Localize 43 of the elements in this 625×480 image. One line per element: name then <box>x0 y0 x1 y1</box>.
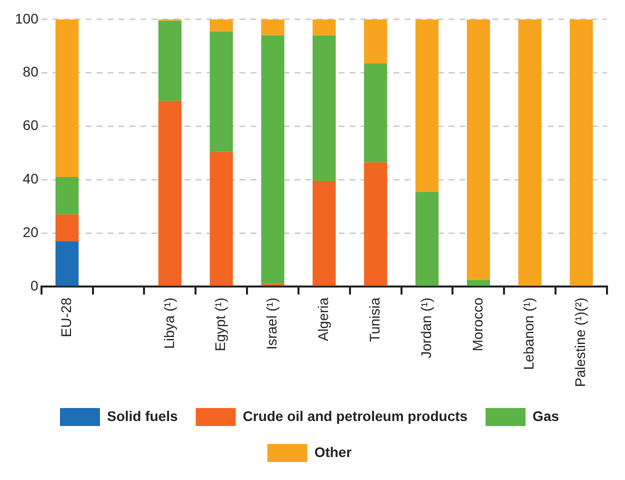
bar <box>56 19 79 178</box>
bar <box>210 31 233 152</box>
bar <box>570 19 593 286</box>
x-tick-label: Tunisia <box>366 297 382 342</box>
x-tick-label: Israel (¹) <box>264 298 280 350</box>
y-tick-label: 40 <box>22 170 39 187</box>
bar <box>312 181 336 286</box>
x-tick-label: EU-28 <box>58 297 74 338</box>
bar <box>158 20 182 101</box>
y-tick-label: 20 <box>22 224 39 240</box>
bar <box>210 152 233 286</box>
y-tick-label: 0 <box>30 277 39 294</box>
y-tick-label: 80 <box>22 64 39 80</box>
bar <box>158 100 182 286</box>
bar <box>56 214 79 242</box>
bar <box>56 241 79 286</box>
bar <box>312 35 336 182</box>
x-tick-label: Libya (¹) <box>160 298 177 349</box>
bar <box>518 19 542 286</box>
x-tick-label: Lebanon (¹) <box>520 298 537 370</box>
legend-label: Solid fuels <box>106 408 178 424</box>
bar <box>261 19 284 36</box>
bar <box>415 192 439 286</box>
y-tick-label: 100 <box>15 10 39 26</box>
bar <box>364 19 388 64</box>
legend-label: Crude oil and petroleum products <box>242 408 468 424</box>
bar <box>210 19 233 32</box>
bar <box>364 63 388 162</box>
bar <box>261 35 284 284</box>
bar <box>56 177 79 214</box>
legend-label: Other <box>314 444 352 460</box>
bar <box>364 162 388 286</box>
y-tick-label: 60 <box>22 117 39 134</box>
bar <box>466 280 490 286</box>
bar <box>312 19 336 36</box>
x-tick-label: Morocco <box>469 297 486 352</box>
x-tick-label: Algeria <box>315 297 332 342</box>
legend-label: Gas <box>532 408 560 424</box>
x-tick-label: Jordan (¹) <box>418 298 434 358</box>
x-tick-label: Palestine (¹)(²) <box>572 298 588 388</box>
x-tick-label: Egypt (¹) <box>212 298 228 352</box>
bar <box>415 19 439 192</box>
bar <box>466 19 490 280</box>
